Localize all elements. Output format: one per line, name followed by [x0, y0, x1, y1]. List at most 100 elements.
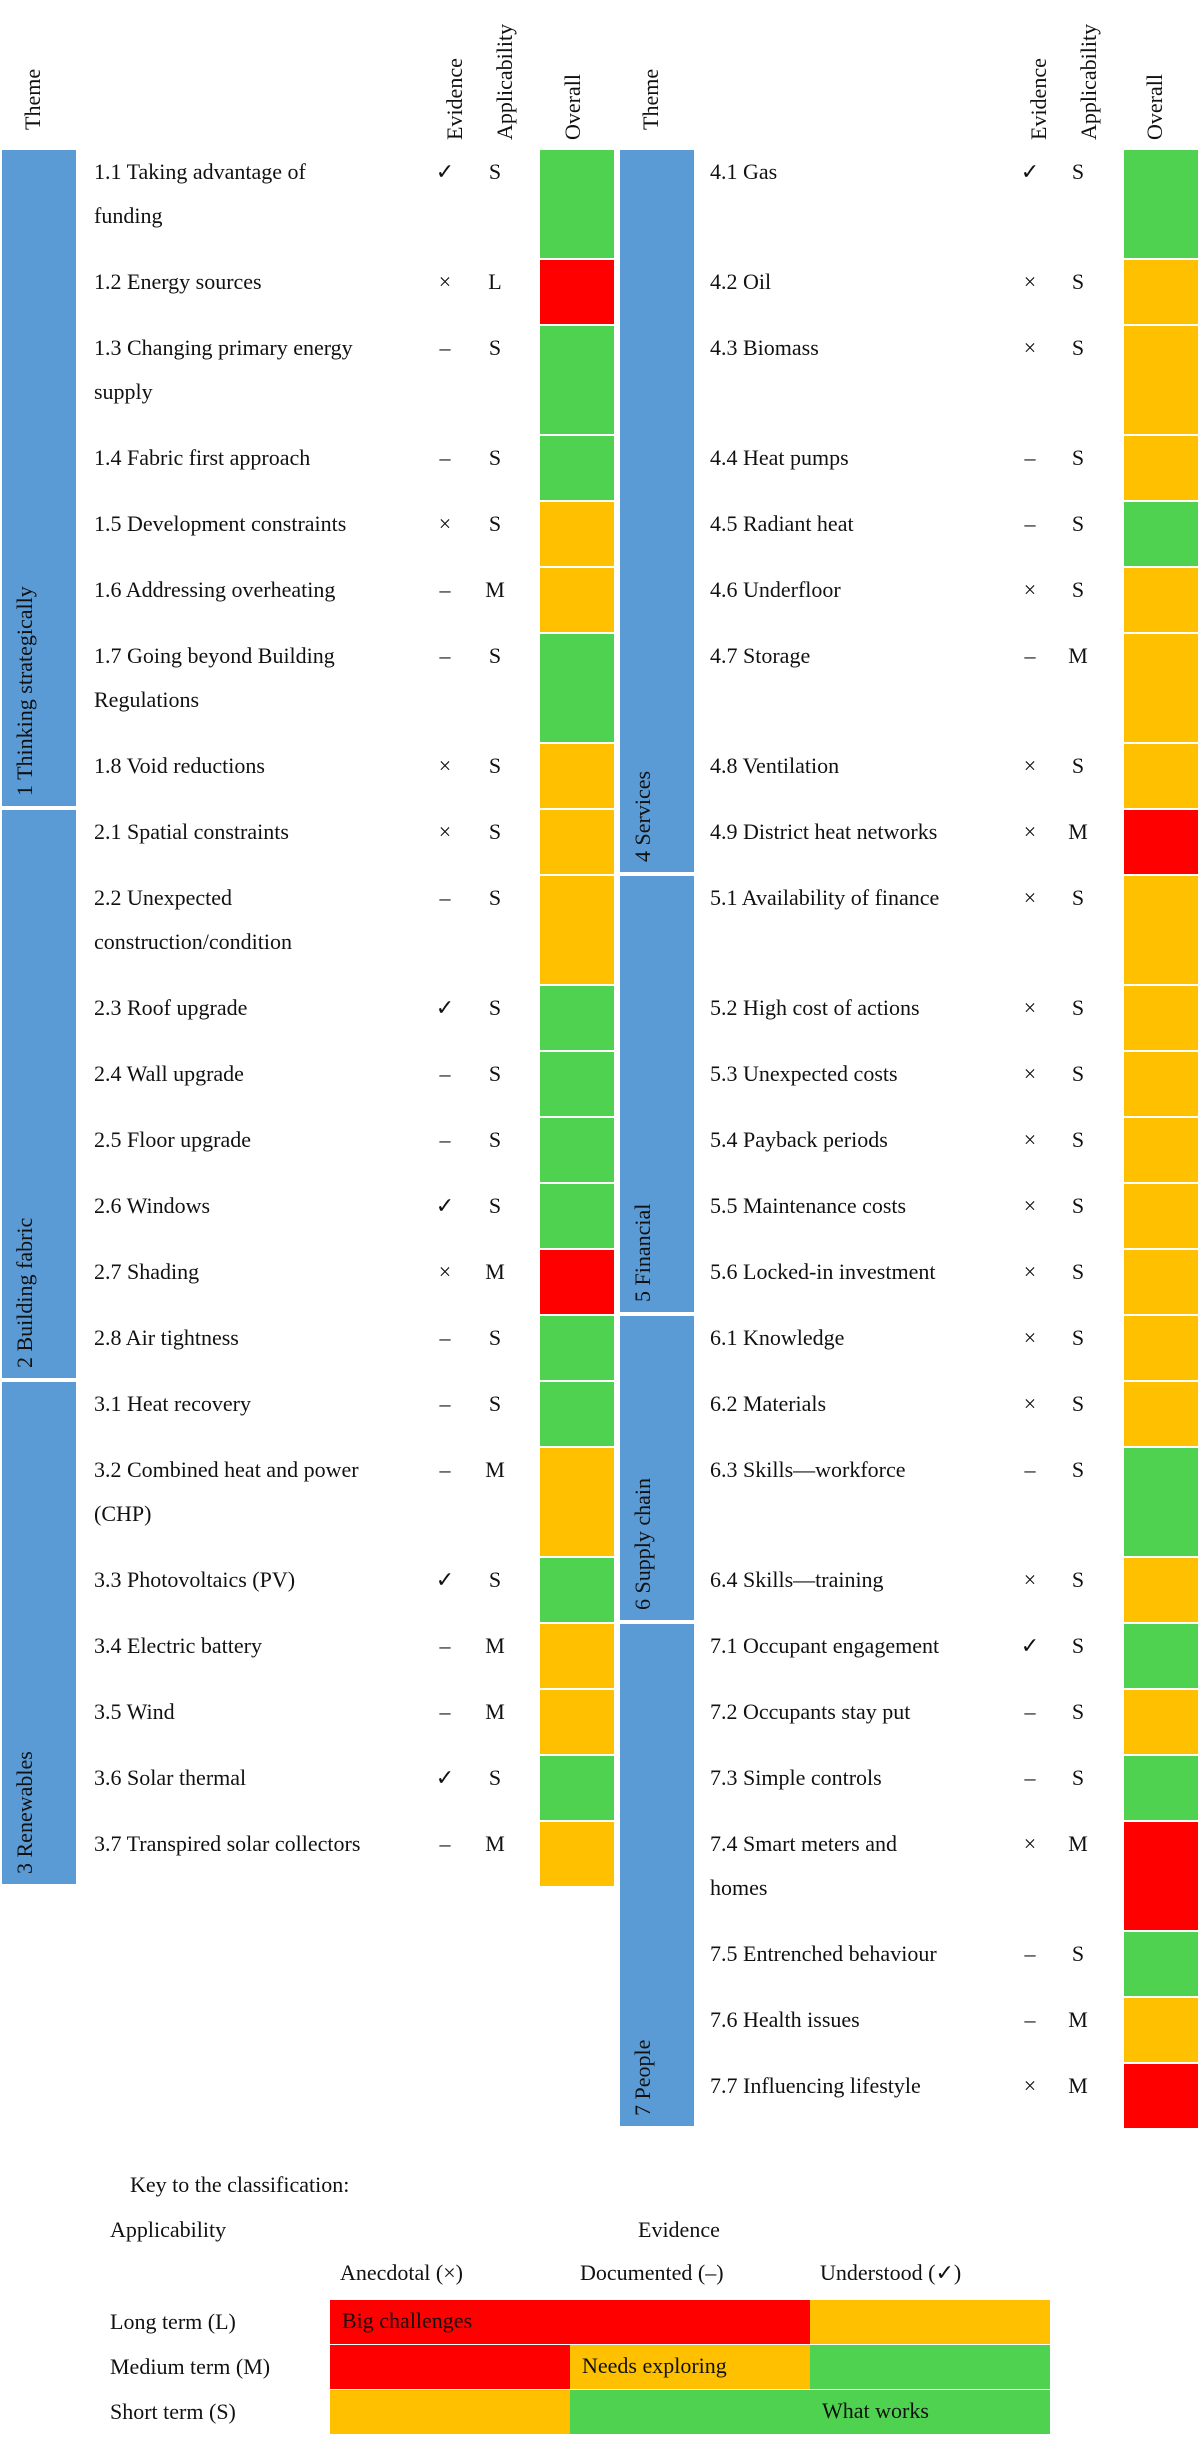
row-label: 7.7 Influencing lifestyle [710, 2073, 921, 2098]
row-label: 4.4 Heat pumps [710, 445, 849, 470]
key-cell-red [570, 2300, 810, 2344]
applicability-code: M [1068, 2007, 1088, 2032]
applicability-code: S [1071, 577, 1085, 602]
applicability-code: S [488, 753, 502, 778]
row-label: 7.2 Occupants stay put [710, 1699, 911, 1724]
overall-cell-amber [540, 1822, 614, 1888]
row-label: 4.1 Gas [710, 159, 778, 184]
overall-cell-green [540, 326, 614, 436]
row-label: 7.5 Entrenched behaviour [710, 1941, 937, 1966]
applicability-code: S [488, 643, 502, 668]
evidence-symbol: × [1023, 1193, 1037, 1218]
overall-cell-amber [1124, 1558, 1198, 1624]
row-label: 1.7 Going beyond Building [94, 643, 335, 668]
evidence-symbol: ✓ [435, 1567, 455, 1592]
evidence-symbol: × [438, 269, 452, 294]
evidence-symbol: × [1023, 269, 1037, 294]
overall-cell-green [540, 436, 614, 502]
applicability-code: S [488, 335, 502, 360]
theme-band [2, 810, 76, 1378]
row-label: 2.2 Unexpected [94, 885, 233, 910]
evidence-symbol: – [1024, 445, 1036, 470]
evidence-symbol: – [1024, 1699, 1036, 1724]
overall-cell-red [1124, 810, 1198, 876]
applicability-code: M [485, 1699, 505, 1724]
applicability-code: M [485, 1831, 505, 1856]
evidence-symbol: ✓ [1020, 159, 1040, 184]
evidence-symbol: – [1024, 2007, 1036, 2032]
row-label: 1.8 Void reductions [94, 753, 265, 778]
row-label: funding [94, 203, 163, 228]
theme-header-left: Theme [20, 68, 45, 130]
key-cell-green [810, 2390, 1050, 2434]
row-label: 4.8 Ventilation [710, 753, 840, 778]
overall-cell-amber [540, 1624, 614, 1690]
theme-header-right: Theme [638, 68, 663, 130]
theme-label: 2 Building fabric [12, 1217, 37, 1368]
overall-cell-green [540, 150, 614, 260]
row-label: 3.6 Solar thermal [94, 1765, 247, 1790]
row-label: 5.4 Payback periods [710, 1127, 888, 1152]
evidence-symbol: × [438, 753, 452, 778]
key-column-header: Anecdotal (×) [340, 2260, 463, 2285]
evidence-symbol: × [1023, 995, 1037, 1020]
evidence-symbol: ✓ [435, 995, 455, 1020]
evidence-symbol: ✓ [1020, 1633, 1040, 1658]
applicability-code: M [485, 577, 505, 602]
applicability-code: S [1071, 1391, 1085, 1416]
overall-cell-green [540, 1118, 614, 1184]
applicability-code: S [1071, 1259, 1085, 1284]
row-label: 2.7 Shading [94, 1259, 200, 1284]
row-label: 4.5 Radiant heat [710, 511, 854, 536]
overall-cell-green [1124, 502, 1198, 568]
overall-cell-amber [540, 1690, 614, 1756]
row-label: 1.4 Fabric first approach [94, 445, 311, 470]
overall-cell-amber [1124, 1382, 1198, 1448]
applicability-code: M [1068, 2073, 1088, 2098]
applicability-code: S [1071, 335, 1085, 360]
evidence-symbol: × [1023, 335, 1037, 360]
row-label: 4.2 Oil [710, 269, 772, 294]
applicability-code: S [1071, 1193, 1085, 1218]
applicability-code: S [488, 1127, 502, 1152]
overall-cell-green [1124, 150, 1198, 260]
key-zone-label: Needs exploring [582, 2353, 727, 2378]
applicability-code: S [488, 1391, 502, 1416]
overall-cell-green [540, 1316, 614, 1382]
row-label: 4.6 Underfloor [710, 577, 841, 602]
evidence-symbol: × [438, 819, 452, 844]
evidence-symbol: – [439, 1633, 451, 1658]
evidence-symbol: × [1023, 1325, 1037, 1350]
evidence-symbol: – [439, 1831, 451, 1856]
key-cell-red [330, 2345, 570, 2389]
key-cell-amber [330, 2390, 570, 2434]
row-label: 3.1 Heat recovery [94, 1391, 251, 1416]
evidence-symbol: × [1023, 1127, 1037, 1152]
row-label: 2.4 Wall upgrade [94, 1061, 244, 1086]
evidence-symbol: × [1023, 1391, 1037, 1416]
overall-cell-green [1124, 1932, 1198, 1998]
overall-cell-green [540, 1756, 614, 1822]
applicability-code: S [1071, 1567, 1085, 1592]
evidence-symbol: – [1024, 1941, 1036, 1966]
row-label: (CHP) [94, 1501, 152, 1526]
overall-cell-amber [540, 810, 614, 876]
applicability-code: S [1071, 1127, 1085, 1152]
row-label: 6.2 Materials [710, 1391, 827, 1416]
evidence-symbol: × [1023, 885, 1037, 910]
key-zone-label: What works [822, 2398, 929, 2423]
key-cell-amber [570, 2345, 810, 2389]
row-label: 7.6 Health issues [710, 2007, 860, 2032]
key-zone-label: Big challenges [342, 2308, 473, 2333]
applicability-code: S [1071, 159, 1085, 184]
applicability-code: S [1071, 511, 1085, 536]
overall-header-left: Overall [560, 74, 585, 140]
row-label: 5.1 Availability of finance [710, 885, 940, 910]
evidence-symbol: × [1023, 1831, 1037, 1856]
overall-cell-amber [1124, 260, 1198, 326]
evidence-symbol: – [439, 577, 451, 602]
overall-cell-green [540, 986, 614, 1052]
key-cell-amber [810, 2300, 1050, 2344]
applicability-header-left: Applicability [492, 23, 517, 140]
row-label: 4.3 Biomass [710, 335, 819, 360]
